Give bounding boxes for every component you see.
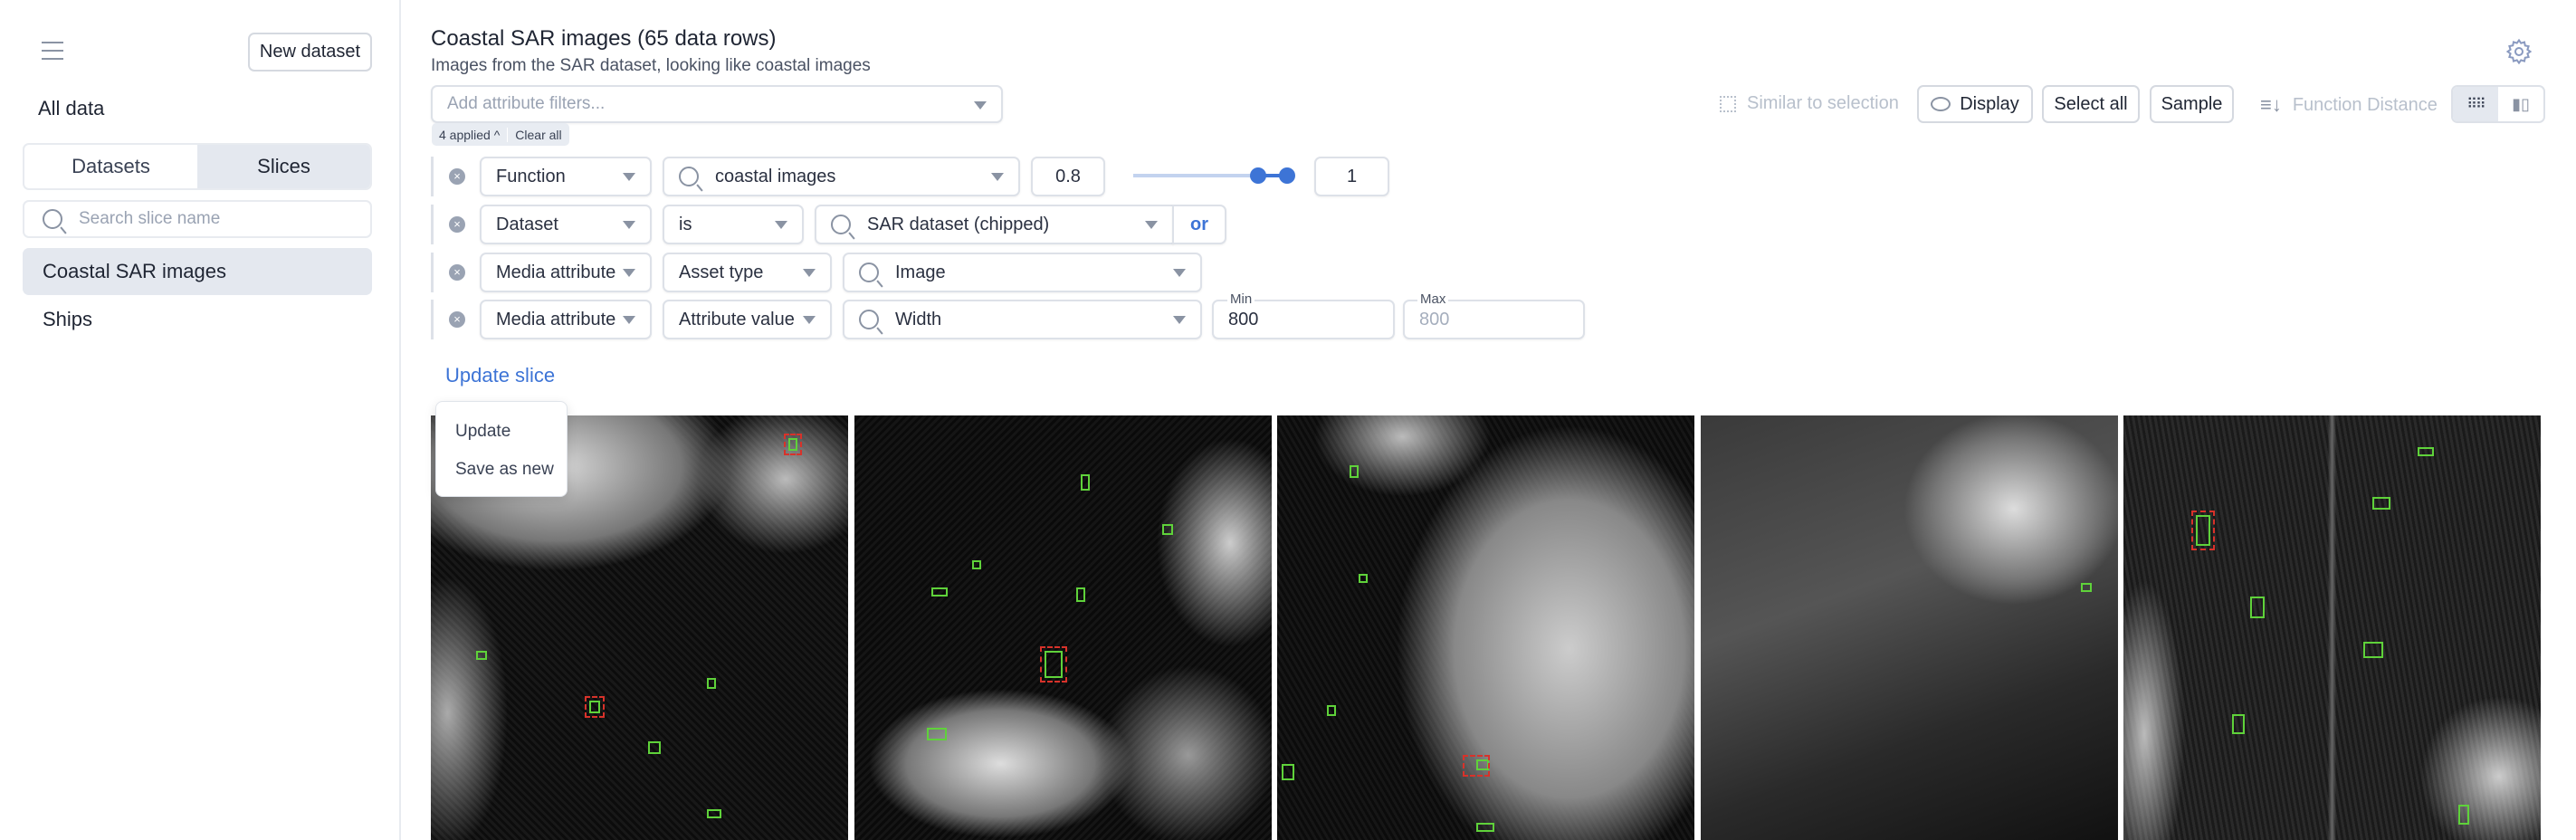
operator-select[interactable]: Attribute value bbox=[663, 300, 832, 339]
page-title: Coastal SAR images (65 data rows) bbox=[431, 26, 777, 51]
filter-field-select[interactable]: Function bbox=[480, 157, 652, 196]
new-dataset-button[interactable]: New dataset bbox=[248, 33, 372, 72]
image-tile[interactable] bbox=[854, 415, 1272, 840]
chevron-down-icon bbox=[803, 269, 816, 277]
update-slice-button[interactable]: Update slice bbox=[445, 364, 556, 387]
page-subtitle: Images from the SAR dataset, looking lik… bbox=[431, 56, 871, 75]
bar-chart-icon[interactable]: ▮▯ bbox=[2512, 94, 2530, 113]
chevron-down-icon bbox=[623, 221, 635, 229]
view-toggle: ⠿⠿ ▮▯ bbox=[2451, 85, 2545, 123]
chevron-down-icon bbox=[623, 173, 635, 181]
dataset-value-select[interactable]: SAR dataset (chipped) bbox=[815, 205, 1174, 244]
all-data-link[interactable]: All data bbox=[38, 97, 105, 119]
search-icon bbox=[859, 262, 879, 282]
search-icon bbox=[859, 310, 879, 329]
chevron-down-icon bbox=[1173, 316, 1186, 324]
update-slice-menu: Update Save as new bbox=[435, 401, 568, 497]
sort-descending-icon: ≡↓ bbox=[2260, 93, 2282, 116]
chevron-down-icon bbox=[623, 316, 635, 324]
similar-icon bbox=[1720, 95, 1736, 112]
operator-select[interactable]: is bbox=[663, 205, 804, 244]
applied-chip: 4 applied ^ Clear all bbox=[432, 123, 569, 146]
attribute-select[interactable]: Width bbox=[843, 300, 1202, 339]
filter-row-bar bbox=[431, 300, 434, 339]
menu-item-update[interactable]: Update bbox=[455, 422, 511, 441]
remove-filter-icon[interactable]: × bbox=[449, 264, 465, 281]
or-button[interactable]: or bbox=[1172, 205, 1226, 244]
sample-button[interactable]: Sample bbox=[2150, 85, 2234, 123]
sidebar-item-label: Ships bbox=[43, 308, 93, 330]
remove-filter-icon[interactable]: × bbox=[449, 216, 465, 233]
min-input[interactable]: 800 bbox=[1212, 300, 1395, 339]
search-placeholder: Search slice name bbox=[79, 209, 221, 228]
filter-field-select[interactable]: Dataset bbox=[480, 205, 652, 244]
gear-icon[interactable] bbox=[2505, 38, 2533, 65]
sidebar: New dataset All data Datasets Slices Sea… bbox=[0, 0, 401, 840]
clear-all-button[interactable]: Clear all bbox=[515, 127, 562, 142]
operator-select[interactable]: Asset type bbox=[663, 253, 832, 292]
range-slider[interactable] bbox=[1133, 167, 1295, 184]
applied-toggle[interactable]: 4 applied ^ bbox=[432, 127, 509, 142]
image-tile[interactable] bbox=[2123, 415, 2541, 840]
display-button[interactable]: Display bbox=[1917, 85, 2033, 123]
filter-row-bar bbox=[431, 205, 434, 244]
chevron-down-icon bbox=[775, 221, 787, 229]
range-max-input[interactable]: 1 bbox=[1314, 157, 1389, 196]
chevron-down-icon bbox=[991, 173, 1004, 181]
chevron-up-icon: ^ bbox=[493, 127, 501, 142]
remove-filter-icon[interactable]: × bbox=[449, 168, 465, 185]
range-min-input[interactable]: 0.8 bbox=[1031, 157, 1105, 196]
sidebar-item-ships[interactable]: Ships bbox=[23, 296, 372, 343]
sidebar-item-coastal-sar-images[interactable]: Coastal SAR images bbox=[23, 248, 372, 295]
filter-row-bar bbox=[431, 253, 434, 292]
min-label: Min bbox=[1227, 291, 1255, 307]
select-all-button[interactable]: Select all bbox=[2042, 85, 2140, 123]
chevron-down-icon bbox=[803, 316, 816, 324]
slider-min-handle[interactable] bbox=[1250, 167, 1266, 184]
max-label: Max bbox=[1417, 291, 1449, 307]
filter-field-select[interactable]: Media attribute bbox=[480, 253, 652, 292]
filter-row-bar bbox=[431, 157, 434, 196]
tab-slices[interactable]: Slices bbox=[197, 145, 370, 188]
filter-placeholder: Add attribute filters... bbox=[447, 94, 606, 113]
function-value-select[interactable]: coastal images bbox=[663, 157, 1020, 196]
slice-search-input[interactable]: Search slice name bbox=[23, 200, 372, 238]
chevron-down-icon bbox=[974, 101, 987, 110]
remove-filter-icon[interactable]: × bbox=[449, 311, 465, 328]
sort-function-distance-button[interactable]: ≡↓ Function Distance bbox=[2260, 93, 2438, 116]
filter-field-select[interactable]: Media attribute bbox=[480, 300, 652, 339]
similar-to-selection-button[interactable]: Similar to selection bbox=[1720, 93, 1899, 114]
sidebar-item-label: Coastal SAR images bbox=[43, 260, 226, 282]
add-attribute-filter-select[interactable]: Add attribute filters... bbox=[431, 85, 1003, 123]
chevron-down-icon bbox=[1145, 221, 1158, 229]
chevron-down-icon bbox=[1173, 269, 1186, 277]
search-icon bbox=[831, 215, 851, 234]
sidebar-tabs: Datasets Slices bbox=[23, 143, 372, 190]
chevron-down-icon bbox=[623, 269, 635, 277]
hamburger-icon[interactable] bbox=[42, 42, 63, 60]
tab-datasets[interactable]: Datasets bbox=[72, 155, 150, 177]
search-icon bbox=[43, 209, 62, 229]
eye-icon bbox=[1931, 97, 1951, 111]
menu-item-save-as-new[interactable]: Save as new bbox=[455, 460, 554, 479]
image-tile[interactable] bbox=[1701, 415, 2118, 840]
search-icon bbox=[679, 167, 699, 186]
image-tile[interactable] bbox=[1277, 415, 1694, 840]
grid-icon[interactable]: ⠿⠿ bbox=[2453, 87, 2498, 121]
slider-max-handle[interactable] bbox=[1279, 167, 1295, 184]
asset-type-select[interactable]: Image bbox=[843, 253, 1202, 292]
